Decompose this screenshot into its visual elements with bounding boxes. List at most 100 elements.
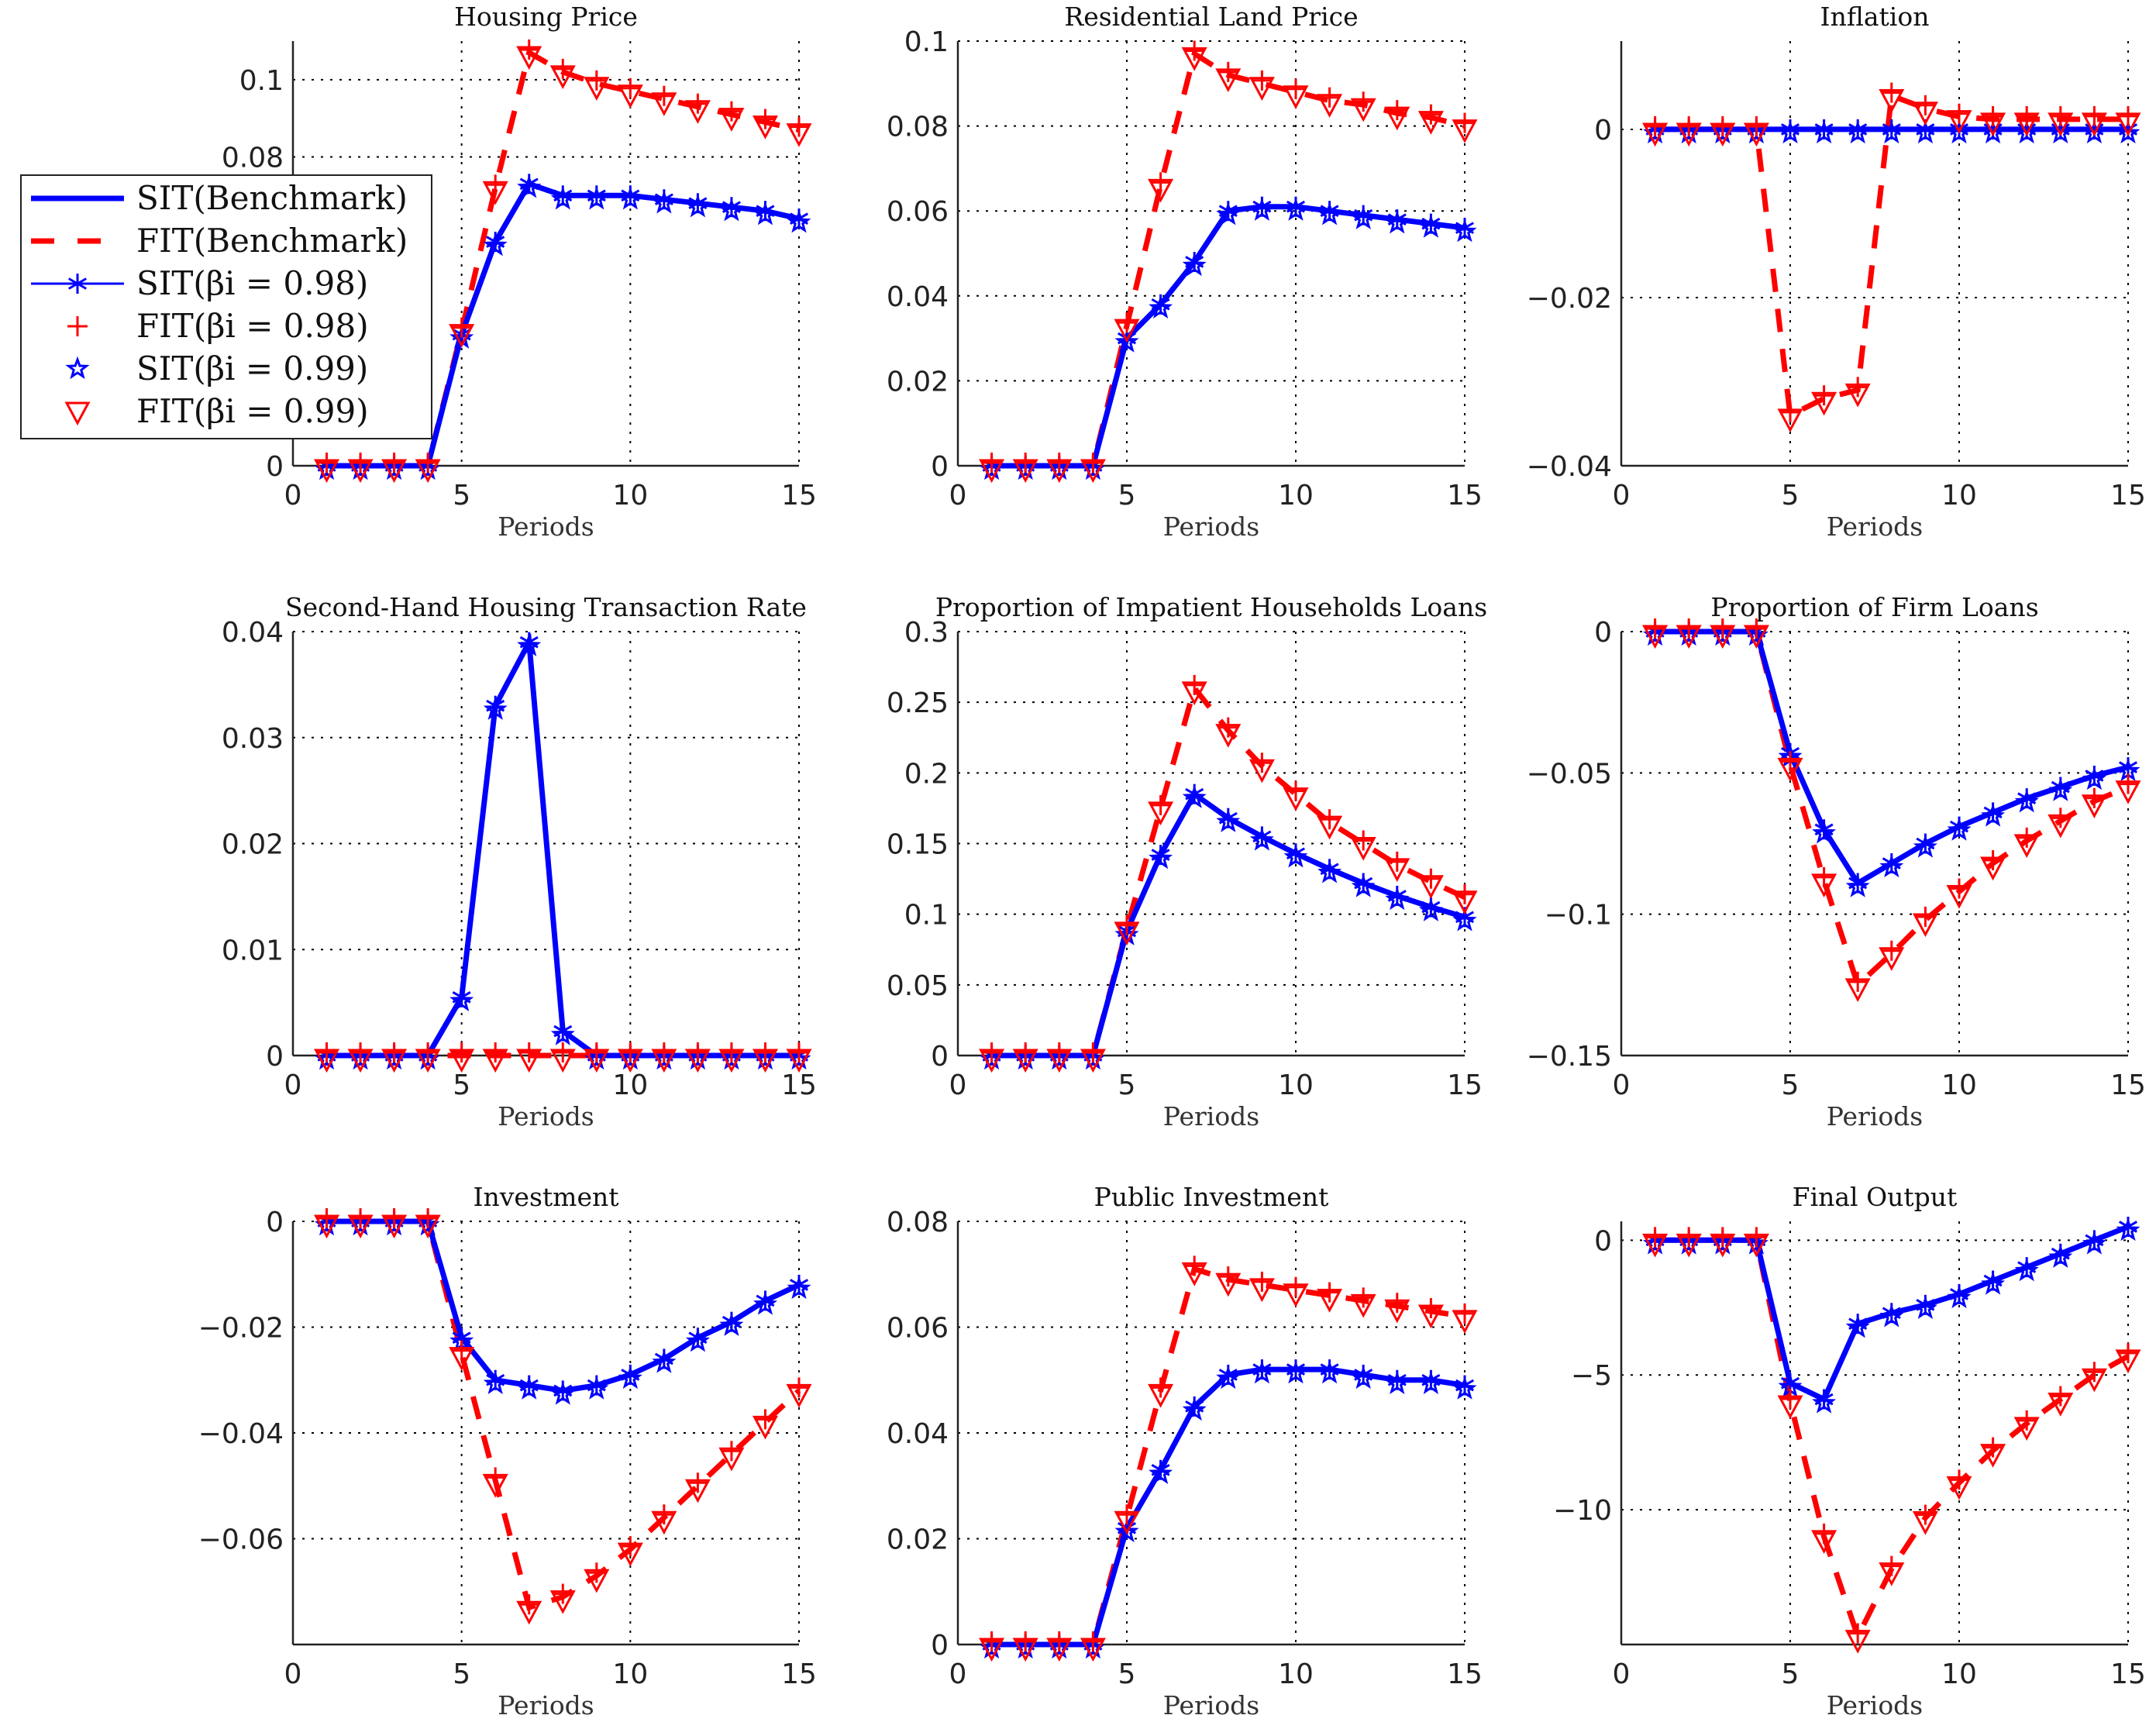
plus-marker (1813, 866, 1834, 887)
plus-marker (620, 77, 641, 98)
triangle-marker (718, 108, 745, 132)
plus-marker (1679, 618, 1700, 639)
star-marker (1947, 1285, 1972, 1309)
triangle-marker (786, 123, 812, 147)
triangle-marker (1642, 122, 1669, 147)
plus-marker (485, 1042, 506, 1062)
triangle-marker (1417, 111, 1444, 135)
legend-entry: FIT(βi = 0.99) (64, 392, 369, 430)
plus-marker (350, 1042, 371, 1062)
triangle-marker (1879, 1562, 1905, 1586)
sit-beta098-line (991, 792, 1465, 1057)
triangle-marker (718, 1049, 745, 1073)
triangle-marker (1181, 46, 1207, 71)
x-tick-label: 10 (612, 480, 648, 511)
plus-marker (1679, 1227, 1700, 1248)
panel-title: Proportion of Impatient Households Loans (935, 592, 1487, 622)
triangle-marker (1879, 947, 1905, 971)
plus-marker (1217, 61, 1238, 82)
fit-benchmark-line (1655, 629, 2130, 990)
plus-marker (620, 1536, 641, 1557)
triangle-marker (1743, 1233, 1769, 1258)
triangle-marker (1777, 757, 1803, 782)
legend-label: SIT(βi = 0.98) (136, 264, 368, 302)
x-tick-label: 5 (453, 1069, 470, 1101)
triangle-marker (1181, 681, 1207, 706)
x-axis-label: Periods (498, 511, 594, 542)
plus-marker (1645, 1227, 1665, 1248)
triangle-marker (1844, 1630, 1871, 1654)
plus-marker (1712, 115, 1733, 136)
plus-marker (1712, 1227, 1733, 1248)
triangle-marker (1350, 1293, 1376, 1318)
plus-marker (789, 116, 809, 137)
plus-marker (721, 101, 742, 122)
y-tick-label: 0.25 (887, 687, 949, 719)
triangle-marker (979, 459, 1005, 484)
sit-beta098-line (326, 638, 799, 1057)
legend-box (20, 174, 432, 439)
triangle-marker (1912, 913, 1938, 938)
triangle-marker (979, 1638, 1005, 1662)
triangle-marker (1012, 459, 1038, 484)
plus-marker (981, 1042, 1002, 1062)
triangle-marker (1148, 178, 1174, 203)
x-tick-label: 15 (781, 1658, 817, 1690)
plus-marker (981, 1631, 1002, 1651)
triangle-marker (1148, 801, 1174, 826)
star-marker (1182, 253, 1207, 277)
triangle-marker (2115, 112, 2141, 137)
triangle-marker (314, 459, 340, 484)
plus-marker (1015, 1042, 1036, 1062)
plus-marker (316, 453, 337, 473)
plus-marker (1184, 40, 1205, 61)
y-tick-label: 0.1 (239, 65, 284, 97)
star-marker (1216, 1366, 1241, 1390)
x-tick-label: 5 (1118, 1069, 1136, 1101)
triangle-marker (314, 1214, 340, 1239)
triangle-marker (617, 1542, 643, 1567)
plus-marker (518, 1042, 539, 1062)
star-marker (1351, 874, 1376, 897)
star-marker (1879, 1304, 1904, 1328)
panel-proportion-of-firm-loans: 0 5 10 15 −0.15 −0.1 −0.05 0 Proportion of Firm … (1527, 592, 2146, 1131)
star-marker (550, 187, 575, 210)
triangle-marker (1215, 1273, 1242, 1297)
triangle-marker (1317, 1289, 1343, 1313)
triangle-marker (1452, 1310, 1478, 1335)
star-marker (1283, 198, 1308, 221)
y-tick-label: 0.03 (222, 723, 284, 755)
y-tick-label: 0.02 (887, 1524, 949, 1556)
y-tick-label: 0.05 (887, 970, 949, 1002)
y-tick-label: 0 (266, 1041, 284, 1073)
triangle-marker (549, 65, 576, 90)
y-tick-label: −0.05 (1527, 758, 1612, 790)
x-tick-label: 10 (612, 1658, 648, 1690)
plus-marker (1881, 940, 1902, 961)
triangle-marker (1148, 1383, 1174, 1408)
triangle-marker (1248, 759, 1275, 784)
x-tick-label: 0 (1613, 1069, 1631, 1101)
fit-benchmark-line (1655, 1237, 2130, 1644)
star-marker (2048, 1245, 2073, 1268)
plus-marker (1949, 1469, 1969, 1490)
triangle-marker (1384, 1299, 1410, 1324)
plus-marker (687, 1042, 708, 1062)
plus-marker (1252, 70, 1273, 91)
star-marker (1114, 329, 1139, 353)
plus-marker (1184, 674, 1205, 695)
x-tick-label: 15 (1447, 1658, 1483, 1690)
star-marker (1351, 206, 1376, 229)
plus-marker (2017, 105, 2037, 126)
triangle-marker (1283, 85, 1309, 109)
triangle-marker (617, 84, 643, 108)
y-tick-label: 0 (931, 1630, 949, 1662)
plus-marker (418, 1208, 439, 1228)
star-marker (1947, 818, 1972, 841)
triangle-marker (2013, 1417, 2040, 1441)
panel-investment: 0 5 10 15 −0.06 −0.04 −0.02 0 Investment Periods (198, 1182, 817, 1720)
star-marker (1845, 874, 1870, 897)
plus-marker (1455, 883, 1475, 904)
star-marker (1981, 1272, 2006, 1295)
plus-marker (1746, 618, 1767, 639)
